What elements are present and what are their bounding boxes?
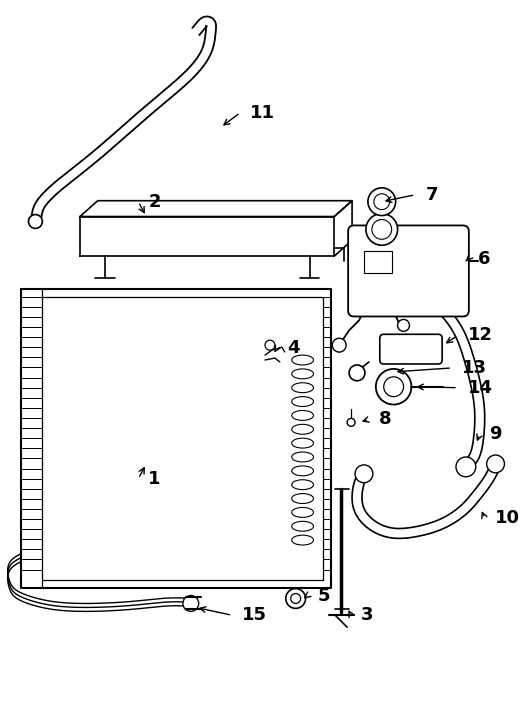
Circle shape: [355, 465, 373, 483]
Ellipse shape: [292, 425, 313, 434]
Circle shape: [368, 188, 395, 216]
Ellipse shape: [292, 369, 313, 379]
Circle shape: [372, 219, 392, 239]
Circle shape: [366, 214, 398, 245]
Ellipse shape: [292, 396, 313, 406]
Ellipse shape: [292, 452, 313, 462]
Text: 8: 8: [379, 410, 392, 428]
Circle shape: [29, 214, 42, 228]
Ellipse shape: [292, 355, 313, 365]
Circle shape: [384, 377, 403, 396]
Ellipse shape: [292, 466, 313, 476]
Circle shape: [487, 455, 505, 473]
Circle shape: [183, 596, 199, 612]
FancyBboxPatch shape: [380, 334, 442, 364]
Circle shape: [291, 593, 301, 604]
Text: 4: 4: [287, 339, 299, 357]
Circle shape: [265, 340, 275, 350]
Text: 11: 11: [250, 104, 275, 121]
Ellipse shape: [292, 521, 313, 531]
Ellipse shape: [292, 535, 313, 545]
Circle shape: [349, 365, 365, 380]
Circle shape: [398, 319, 410, 331]
Bar: [364, 251, 392, 273]
Text: 3: 3: [361, 606, 374, 625]
Ellipse shape: [292, 411, 313, 420]
Text: 1: 1: [148, 470, 161, 488]
Text: 12: 12: [468, 326, 493, 344]
Text: 5: 5: [317, 586, 330, 604]
Ellipse shape: [292, 479, 313, 490]
Ellipse shape: [292, 494, 313, 503]
Circle shape: [286, 588, 306, 609]
Text: 10: 10: [494, 509, 519, 527]
Text: 2: 2: [148, 193, 161, 211]
Text: 14: 14: [468, 379, 493, 396]
Text: 9: 9: [490, 425, 502, 443]
Text: 6: 6: [478, 250, 490, 268]
Text: 15: 15: [242, 606, 267, 625]
Ellipse shape: [292, 383, 313, 393]
Circle shape: [332, 338, 346, 352]
Circle shape: [376, 369, 411, 404]
Ellipse shape: [292, 438, 313, 448]
Text: 7: 7: [425, 186, 438, 204]
Text: 13: 13: [462, 359, 487, 377]
Ellipse shape: [292, 508, 313, 518]
FancyBboxPatch shape: [348, 225, 469, 316]
Circle shape: [347, 418, 355, 426]
Circle shape: [374, 193, 390, 209]
Circle shape: [456, 457, 476, 477]
